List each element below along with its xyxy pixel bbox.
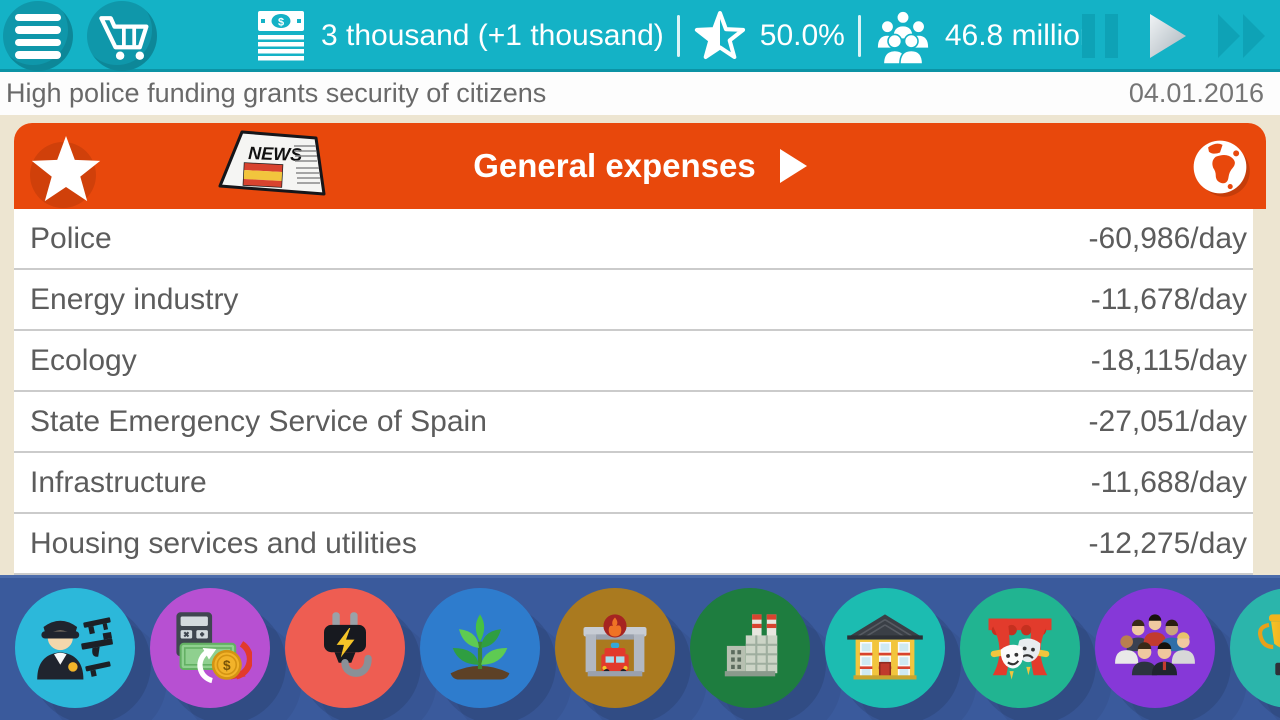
energy-icon bbox=[324, 612, 372, 677]
nav-culture-button[interactable] bbox=[960, 588, 1080, 708]
factory-icon bbox=[724, 614, 778, 677]
nav-housing-button[interactable] bbox=[825, 588, 945, 708]
shop-button[interactable] bbox=[87, 1, 157, 71]
expense-value: -12,275/day bbox=[1088, 526, 1247, 560]
hud-stats: $ 3 thousand (+1 thousand) 50.0% bbox=[256, 0, 1097, 72]
star-button[interactable] bbox=[26, 130, 108, 210]
nav-achievements-button[interactable] bbox=[1230, 588, 1280, 708]
budget-icon: $ bbox=[176, 612, 252, 684]
nav-energy-button[interactable] bbox=[285, 588, 405, 708]
expense-row[interactable]: Ecology -18,115/day bbox=[14, 331, 1253, 392]
expense-value: -27,051/day bbox=[1088, 404, 1247, 438]
news-message: High police funding grants security of c… bbox=[6, 78, 547, 108]
nav-society-button[interactable] bbox=[1095, 588, 1215, 708]
expense-row[interactable]: Police -60,986/day bbox=[14, 209, 1253, 270]
game-date: 04.01.2016 bbox=[1128, 78, 1264, 108]
svg-text:$: $ bbox=[223, 658, 231, 673]
cart-icon bbox=[99, 16, 149, 60]
globe-button[interactable] bbox=[1186, 133, 1254, 201]
nav-industry-button[interactable] bbox=[690, 588, 810, 708]
expense-label: Infrastructure bbox=[30, 465, 207, 499]
ecology-icon bbox=[450, 614, 510, 680]
panel-title-row[interactable]: General expenses bbox=[14, 123, 1266, 209]
nav-police-button[interactable] bbox=[15, 588, 135, 708]
expense-label: Police bbox=[30, 221, 112, 255]
expense-row[interactable]: State Emergency Service of Spain -27,051… bbox=[14, 392, 1253, 453]
play-button[interactable] bbox=[1148, 12, 1188, 60]
expenses-panel-header: NEWS General expenses bbox=[14, 123, 1266, 209]
fast-forward-button[interactable] bbox=[1218, 14, 1266, 58]
expense-list: Police -60,986/day Energy industry -11,6… bbox=[14, 209, 1253, 575]
expense-label: State Emergency Service of Spain bbox=[30, 404, 487, 438]
ministry-nav-bar: $ bbox=[0, 575, 1280, 720]
expense-row[interactable]: Housing services and utilities -12,275/d… bbox=[14, 514, 1253, 575]
trophy-icon bbox=[1258, 614, 1280, 676]
population-value: 46.8 million bbox=[944, 19, 1097, 52]
expense-label: Housing services and utilities bbox=[30, 526, 417, 560]
expense-value: -11,678/day bbox=[1090, 282, 1247, 316]
fast-forward-icon bbox=[1218, 14, 1265, 58]
fire-station-icon bbox=[583, 614, 647, 677]
speed-controls bbox=[1082, 0, 1266, 72]
pause-button[interactable] bbox=[1082, 14, 1118, 58]
menu-button[interactable] bbox=[3, 1, 73, 71]
money-stack-icon: $ bbox=[258, 11, 304, 61]
expense-value: -60,986/day bbox=[1088, 221, 1247, 255]
expense-value: -11,688/day bbox=[1090, 465, 1247, 499]
menu-icon bbox=[15, 13, 61, 59]
svg-text:$: $ bbox=[278, 17, 284, 29]
top-hud-bar: $ 3 thousand (+1 thousand) 50.0% bbox=[0, 0, 1280, 72]
star-icon bbox=[31, 136, 101, 202]
police-icon bbox=[37, 617, 113, 680]
expense-row[interactable]: Energy industry -11,678/day bbox=[14, 270, 1253, 331]
nav-ecology-button[interactable] bbox=[420, 588, 540, 708]
panel-title: General expenses bbox=[473, 147, 756, 184]
nav-emergency-button[interactable] bbox=[555, 588, 675, 708]
expense-label: Energy industry bbox=[30, 282, 239, 316]
society-icon bbox=[1115, 614, 1195, 676]
news-ticker: High police funding grants security of c… bbox=[0, 72, 1280, 115]
rating-value: 50.0% bbox=[759, 19, 845, 52]
scrollbar-gutter bbox=[1253, 209, 1266, 575]
play-icon bbox=[1150, 14, 1186, 58]
svg-text:NEWS: NEWS bbox=[248, 143, 303, 165]
divider bbox=[676, 15, 680, 57]
divider bbox=[857, 15, 861, 57]
expense-value: -18,115/day bbox=[1090, 343, 1247, 377]
theater-icon bbox=[988, 618, 1052, 680]
nav-budget-button[interactable]: $ bbox=[150, 588, 270, 708]
expense-label: Ecology bbox=[30, 343, 137, 377]
population-icon bbox=[876, 10, 930, 65]
news-icon: NEWS bbox=[218, 130, 326, 196]
money-value: 3 thousand (+1 thousand) bbox=[321, 19, 664, 52]
globe-icon bbox=[1193, 140, 1247, 194]
news-button[interactable]: NEWS bbox=[214, 128, 330, 206]
expense-row[interactable]: Infrastructure -11,688/day bbox=[14, 453, 1253, 514]
half-star-icon bbox=[694, 11, 745, 60]
pause-icon bbox=[1082, 14, 1095, 58]
next-arrow-icon[interactable] bbox=[779, 149, 807, 183]
expenses-panel: NEWS General expenses bbox=[14, 123, 1266, 575]
house-icon bbox=[847, 614, 923, 680]
